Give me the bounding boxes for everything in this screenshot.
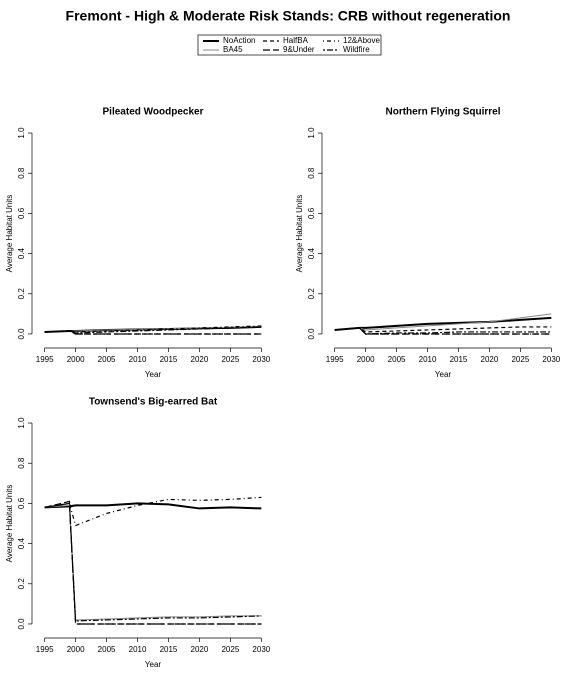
y-tick-label: 0.2: [17, 288, 26, 300]
x-tick-label: 2015: [160, 645, 178, 654]
x-tick-label: 2000: [67, 645, 85, 654]
chart-title: Fremont - High & Moderate Risk Stands: C…: [66, 8, 511, 24]
legend-box: [197, 34, 382, 56]
x-tick-label: 2005: [98, 355, 116, 364]
y-tick-label: 0.4: [17, 247, 26, 259]
y-tick-label: 0.8: [307, 167, 316, 179]
panel-title: Northern Flying Squirrel: [385, 107, 500, 118]
legend-label: HalfBA: [283, 36, 309, 45]
x-tick-label: 2030: [252, 355, 270, 364]
y-tick-label: 0.6: [307, 207, 316, 219]
series-line: [44, 500, 262, 625]
y-axis-label: Average Habitat Units: [5, 195, 14, 273]
x-tick-label: 2015: [450, 355, 468, 364]
y-tick-label: 0.8: [17, 457, 26, 469]
x-axis-label: Year: [145, 660, 162, 669]
series-line: [44, 330, 262, 335]
legend-label: 12&Above: [343, 36, 380, 45]
series-line: [334, 327, 552, 335]
legend-label: 9&Under: [283, 45, 315, 54]
x-tick-label: 2005: [388, 355, 406, 364]
y-tick-label: 0.2: [307, 288, 316, 300]
x-tick-label: 2010: [129, 355, 147, 364]
series-line: [44, 504, 262, 621]
y-tick-label: 1.0: [17, 417, 26, 429]
series-line: [44, 502, 262, 510]
x-tick-label: 2020: [481, 355, 499, 364]
y-tick-label: 0.2: [17, 578, 26, 590]
y-tick-label: 0.8: [17, 167, 26, 179]
series-line: [44, 502, 262, 622]
x-axis-label: Year: [145, 370, 162, 379]
y-axis-label: Average Habitat Units: [295, 195, 304, 273]
x-tick-label: 2010: [419, 355, 437, 364]
x-tick-label: 2000: [357, 355, 375, 364]
series-line: [334, 327, 552, 335]
x-tick-label: 1995: [326, 355, 344, 364]
panel-title: Pileated Woodpecker: [103, 107, 204, 118]
y-tick-label: 0.4: [17, 537, 26, 549]
series-line: [44, 502, 262, 625]
x-tick-label: 2025: [221, 645, 239, 654]
y-tick-label: 1.0: [17, 127, 26, 139]
x-tick-label: 2030: [542, 355, 560, 364]
x-axis-label: Year: [435, 370, 452, 379]
y-tick-label: 0.6: [17, 497, 26, 509]
legend-label: NoAction: [223, 36, 255, 45]
legend-label: Wildfire: [343, 45, 370, 54]
x-tick-label: 2030: [252, 645, 270, 654]
x-tick-label: 2015: [160, 355, 178, 364]
y-tick-label: 0.4: [307, 247, 316, 259]
x-tick-label: 2005: [98, 645, 116, 654]
y-tick-label: 0.0: [307, 328, 316, 340]
x-tick-label: 2000: [67, 355, 85, 364]
legend-label: BA45: [223, 45, 243, 54]
x-tick-label: 1995: [36, 355, 54, 364]
y-tick-label: 1.0: [307, 127, 316, 139]
series-line: [334, 326, 552, 333]
x-tick-label: 2025: [221, 355, 239, 364]
series-line: [334, 313, 552, 331]
series-line: [334, 316, 552, 331]
y-tick-label: 0.6: [17, 207, 26, 219]
y-axis-label: Average Habitat Units: [5, 485, 14, 563]
x-tick-label: 1995: [36, 645, 54, 654]
x-tick-label: 2020: [191, 645, 209, 654]
y-tick-label: 0.0: [17, 328, 26, 340]
series-line: [44, 496, 262, 527]
x-tick-label: 2010: [129, 645, 147, 654]
x-tick-label: 2020: [191, 355, 209, 364]
series-line: [44, 325, 262, 333]
series-line: [44, 325, 262, 333]
x-tick-label: 2025: [511, 355, 529, 364]
y-tick-label: 0.0: [17, 618, 26, 630]
series-line: [334, 327, 552, 335]
series-line: [44, 326, 262, 334]
panel-title: Townsend's Big-earred Bat: [89, 397, 218, 408]
